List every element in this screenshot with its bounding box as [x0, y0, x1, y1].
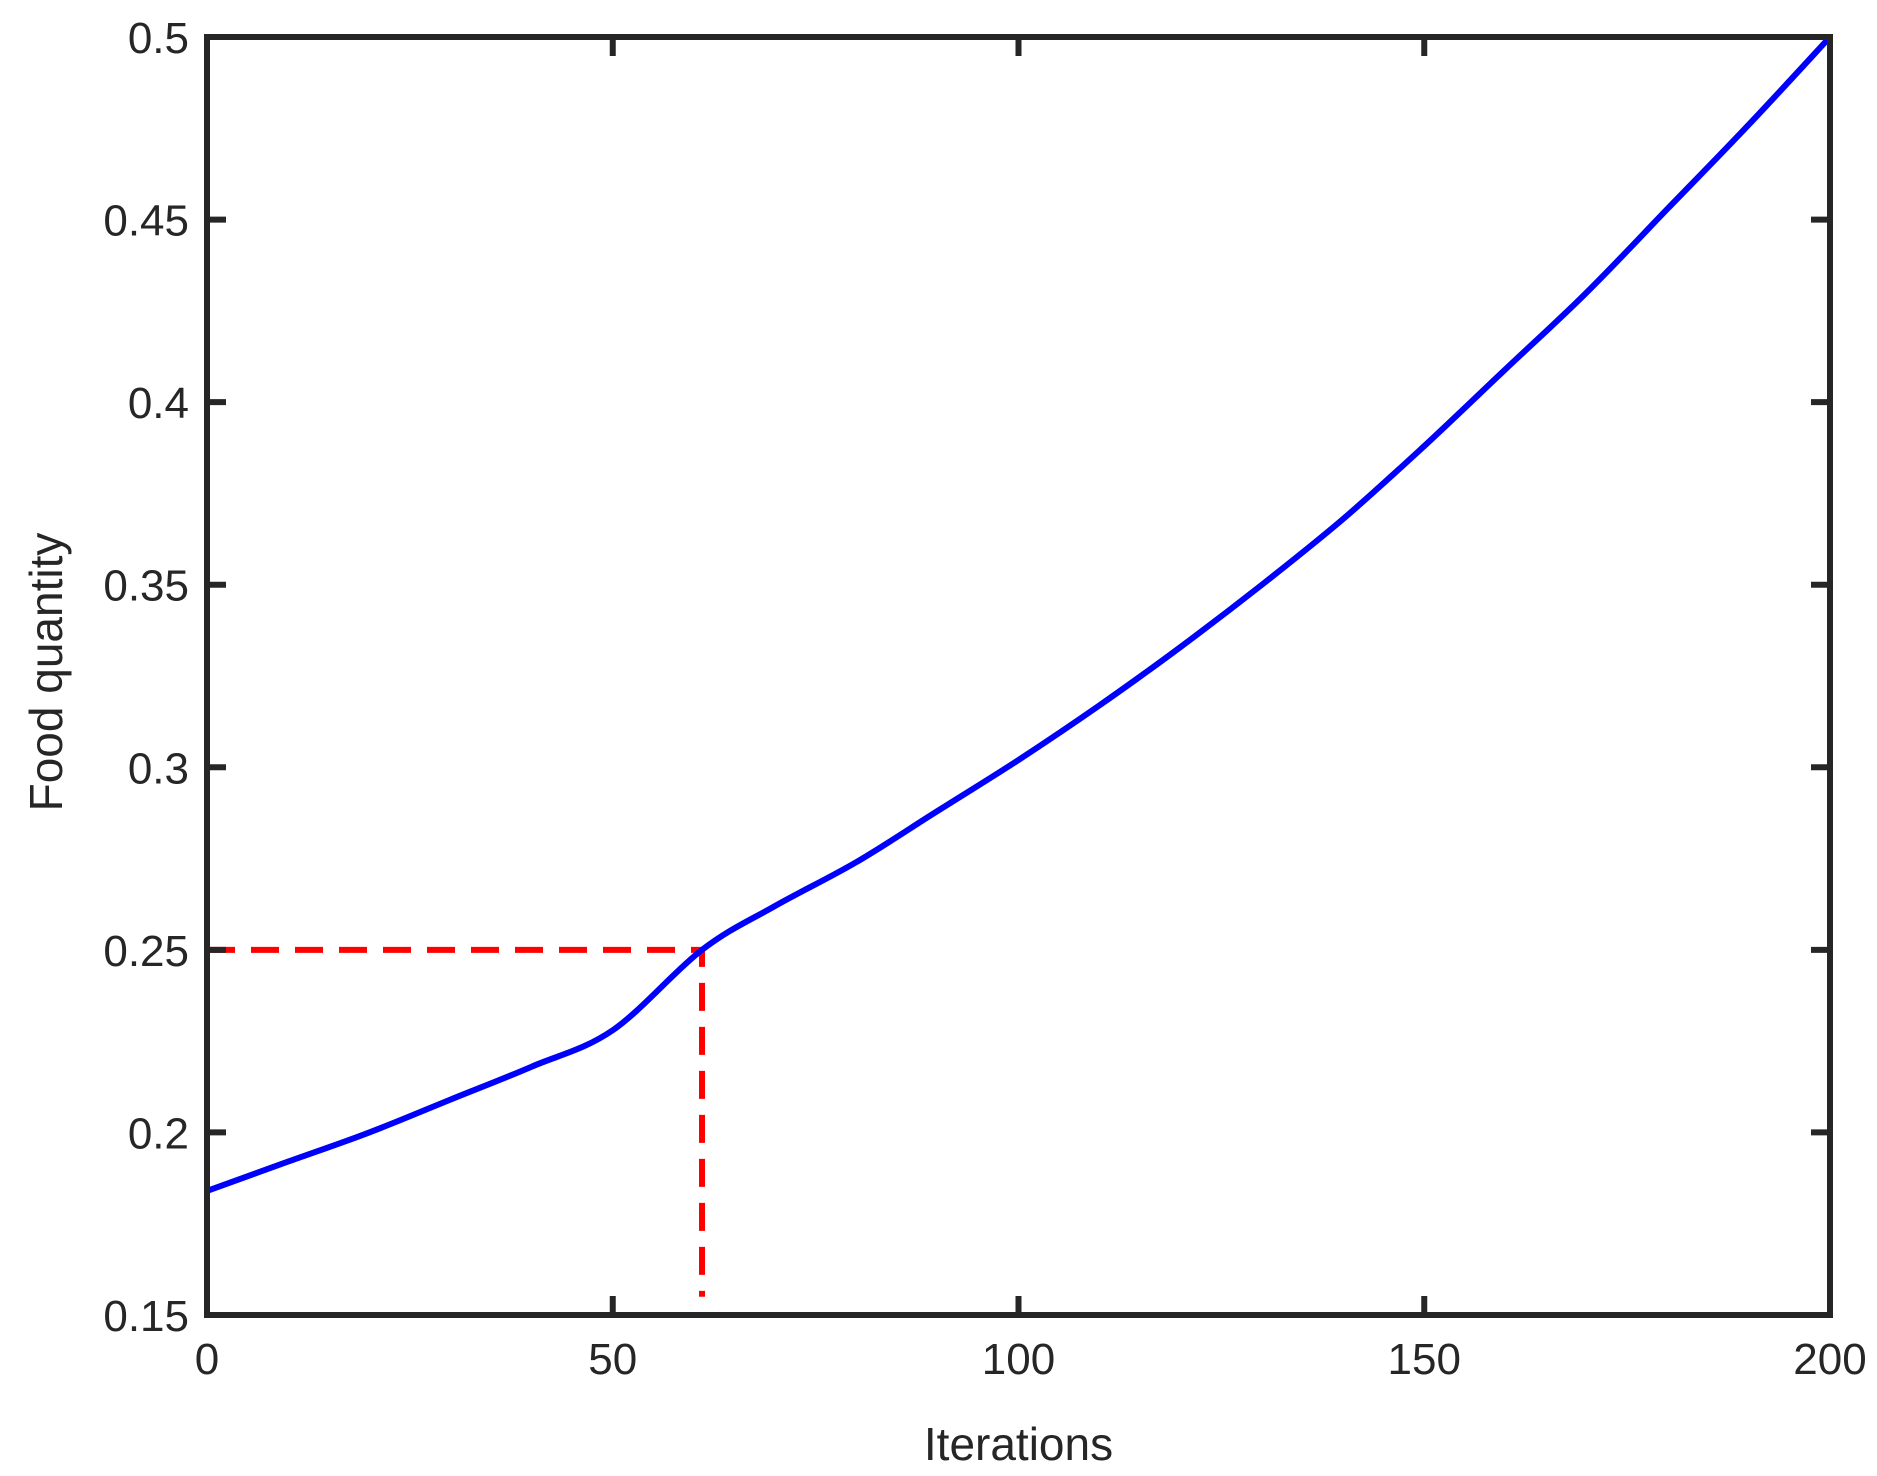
x-tick-label: 150 — [1388, 1335, 1461, 1384]
y-tick-label: 0.45 — [103, 197, 189, 246]
y-tick-label: 0.2 — [128, 1109, 189, 1158]
x-tick-label: 0 — [195, 1335, 219, 1384]
y-axis-label: Food quantity — [20, 533, 72, 812]
x-tick-label: 200 — [1793, 1335, 1866, 1384]
y-tick-label: 0.15 — [103, 1292, 189, 1341]
y-tick-label: 0.35 — [103, 562, 189, 611]
series-line-0 — [204, 34, 1833, 1194]
x-axis-label: Iterations — [924, 1418, 1113, 1470]
y-tick-label: 0.25 — [103, 927, 189, 976]
y-tick-label: 0.5 — [128, 14, 189, 63]
labels-layer: Iterations Food quantity — [20, 533, 1113, 1470]
y-tick-label: 0.3 — [128, 744, 189, 793]
x-tick-label: 100 — [982, 1335, 1055, 1384]
plot-background — [207, 37, 1830, 1315]
y-tick-label: 0.4 — [128, 379, 189, 428]
x-tick-label: 50 — [588, 1335, 637, 1384]
axes-layer: 0 50 100 150 200 0.15 0.2 0.25 0.3 0.35 0.4 0.45 0.5 — [103, 14, 1866, 1384]
data-layer — [204, 34, 1833, 1297]
plot-area — [207, 37, 1830, 1315]
